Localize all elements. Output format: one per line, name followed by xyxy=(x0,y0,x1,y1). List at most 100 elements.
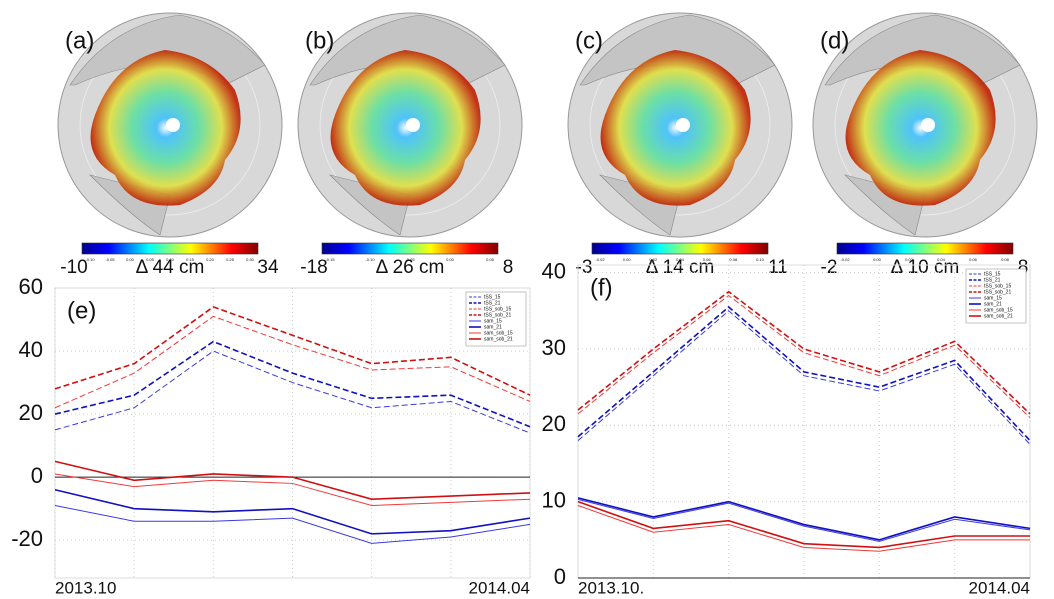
pole-hole xyxy=(921,118,935,132)
series-line xyxy=(577,500,1030,549)
colorbar-tick-label: 0.02 xyxy=(905,257,914,262)
colorbar-delta: Δ 14 cm xyxy=(646,257,715,278)
panel-label: (f) xyxy=(590,274,613,301)
colorbar-tick-label: 0.25 xyxy=(226,257,235,262)
y-tick-label: 0 xyxy=(31,463,43,488)
legend-label: sam_15 xyxy=(484,318,502,324)
colorbar-max: 34 xyxy=(257,257,279,278)
colorbar-tick-label: 0.20 xyxy=(206,257,215,262)
series-line xyxy=(577,497,1031,541)
series-line xyxy=(54,505,531,544)
series-line xyxy=(577,310,1031,445)
sea-ice xyxy=(845,50,996,206)
legend-label: tSS_15 xyxy=(484,294,501,300)
colorbar-max: 8 xyxy=(1018,257,1029,278)
series-line xyxy=(54,340,531,428)
colorbar-tick-label: -0.10 xyxy=(365,257,375,262)
series-line xyxy=(54,306,531,396)
series-line xyxy=(577,505,1030,552)
legend-box xyxy=(465,291,527,347)
series-line xyxy=(577,498,1031,542)
colorbar-tick-label: 0.30 xyxy=(246,257,255,262)
panel-label: (e) xyxy=(67,297,96,324)
panel-label: (c) xyxy=(575,27,603,54)
colorbar-tick-label: 0.04 xyxy=(676,257,685,262)
panel-label: (b) xyxy=(305,27,334,54)
x-tick-label: 2014.04 xyxy=(969,578,1030,597)
colorbar-tick-label: -0.10 xyxy=(85,257,95,262)
sea-ice xyxy=(330,50,481,206)
colorbar-min: -18 xyxy=(300,257,327,278)
series-line xyxy=(54,315,531,409)
x-tick-label: 2013.10. xyxy=(578,578,644,597)
legend-label: sam_15 xyxy=(984,295,1002,301)
legend-label: sam_sob_15 xyxy=(484,330,513,336)
pole-hole xyxy=(166,118,180,132)
colorbar-tick-label: 0.00 xyxy=(446,257,455,262)
colorbar-tick-label: 0.05 xyxy=(146,257,155,262)
colorbar-min: -3 xyxy=(576,257,593,278)
series-line xyxy=(577,294,1031,419)
y-tick-label: 30 xyxy=(542,335,566,360)
series-line xyxy=(54,460,531,501)
legend-label: sam_sob_15 xyxy=(984,307,1013,313)
x-tick-label: 2014.04 xyxy=(469,578,530,597)
y-tick-label: 40 xyxy=(542,258,566,283)
colorbar-tick-label: 0.05 xyxy=(486,257,495,262)
sea-ice xyxy=(90,50,241,206)
legend-label: sam_sob_21 xyxy=(984,313,1013,319)
colorbar xyxy=(321,242,499,255)
colorbar-tick-label: 0.08 xyxy=(1001,257,1010,262)
colorbar-delta: Δ 26 cm xyxy=(376,257,445,278)
legend-label: tSS_21 xyxy=(984,277,1001,283)
legend-label: sam_21 xyxy=(984,301,1002,307)
legend-label: tSS_15 xyxy=(984,271,1001,277)
y-tick-label: 20 xyxy=(542,411,566,436)
legend-label: tSS_sob_21 xyxy=(484,312,511,318)
colorbar-tick-label: -0.02 xyxy=(840,257,850,262)
colorbar-tick-label: 0.06 xyxy=(703,257,712,262)
series-line xyxy=(54,488,531,535)
legend-label: tSS_sob_21 xyxy=(984,289,1011,295)
legend-label: tSS_sob_15 xyxy=(484,306,511,312)
legend-label: sam_sob_21 xyxy=(484,336,513,342)
legend-label: sam_21 xyxy=(484,324,502,330)
panel-label: (a) xyxy=(65,27,94,54)
colorbar-delta: Δ 44 cm xyxy=(136,257,205,278)
legend-box xyxy=(965,268,1027,324)
series-line xyxy=(54,350,531,434)
pole-hole xyxy=(676,118,690,132)
colorbar-tick-label: -0.05 xyxy=(405,257,415,262)
sea-ice xyxy=(600,50,751,206)
y-tick-label: 10 xyxy=(542,487,566,512)
colorbar-max: 8 xyxy=(503,257,514,278)
colorbar-tick-label: 0.02 xyxy=(649,257,658,262)
colorbar-tick-label: 0.00 xyxy=(126,257,135,262)
series-line xyxy=(577,290,1031,415)
colorbar-tick-label: 0.10 xyxy=(756,257,765,262)
colorbar-tick-label: 0.10 xyxy=(166,257,175,262)
colorbar-tick-label: 0.06 xyxy=(969,257,978,262)
colorbar xyxy=(591,242,769,255)
colorbar-tick-label: 0.00 xyxy=(873,257,882,262)
colorbar xyxy=(836,242,1014,255)
colorbar-tick-label: 0.08 xyxy=(729,257,738,262)
colorbar-tick-label: 0.15 xyxy=(186,257,195,262)
colorbar-tick-label: 0.04 xyxy=(937,257,946,262)
colorbar-tick-label: -0.02 xyxy=(595,257,605,262)
y-tick-label: -20 xyxy=(11,526,43,551)
y-tick-label: 40 xyxy=(19,337,43,362)
colorbar-max: 11 xyxy=(768,257,788,278)
legend-label: tSS_sob_15 xyxy=(984,283,1011,289)
y-tick-label: 60 xyxy=(19,274,43,299)
y-tick-label: 20 xyxy=(19,400,43,425)
x-tick-label: 2013.10 xyxy=(55,578,116,597)
panel-label: (d) xyxy=(820,27,849,54)
legend-label: tSS_21 xyxy=(484,300,501,306)
series-line xyxy=(54,473,531,507)
y-tick-label: 0 xyxy=(554,564,566,589)
colorbar-delta: Δ 10 cm xyxy=(891,257,960,278)
colorbar xyxy=(81,242,259,255)
colorbar-tick-label: -0.05 xyxy=(105,257,115,262)
